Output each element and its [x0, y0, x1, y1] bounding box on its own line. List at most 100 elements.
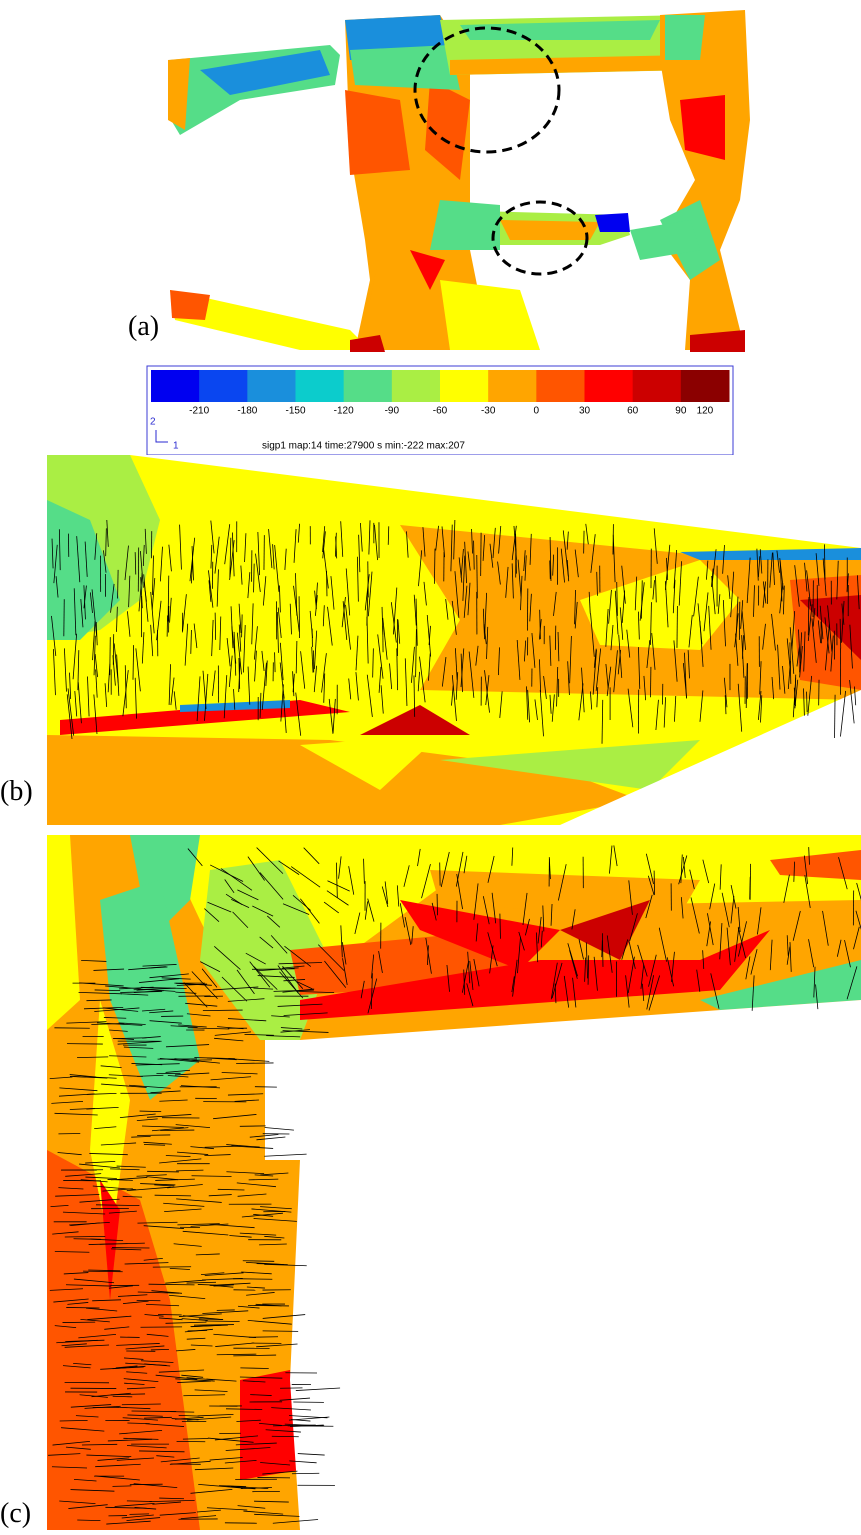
stress-stroke: [779, 583, 784, 614]
stress-stroke: [146, 1303, 180, 1307]
stress-stroke: [231, 1145, 274, 1149]
stress-stroke: [155, 1178, 195, 1181]
stress-stroke: [190, 558, 194, 584]
stress-stroke: [511, 847, 514, 866]
stress-stroke: [646, 640, 651, 669]
stress-stroke: [454, 571, 460, 618]
stress-stroke: [680, 897, 684, 919]
stress-stroke: [208, 1194, 232, 1197]
stress-stroke: [723, 677, 728, 708]
stress-stroke: [70, 1489, 115, 1492]
stress-stroke: [358, 534, 361, 573]
stress-stroke: [417, 848, 421, 867]
stress-stroke: [67, 1302, 89, 1305]
stress-stroke: [522, 892, 528, 926]
stress-stroke: [134, 552, 137, 575]
stress-stroke: [247, 666, 251, 705]
stress-stroke: [535, 932, 539, 963]
stress-stroke: [762, 581, 767, 608]
stress-stroke: [146, 1333, 169, 1337]
stress-stroke: [489, 543, 494, 568]
stress-stroke: [115, 1365, 138, 1369]
stress-stroke: [322, 605, 325, 627]
stress-stroke: [665, 544, 671, 591]
stress-stroke: [639, 582, 645, 621]
stress-stroke: [254, 1500, 289, 1503]
stress-stroke: [92, 621, 96, 661]
stress-stroke: [279, 662, 285, 699]
stress-stroke: [434, 548, 436, 584]
stress-stroke: [711, 568, 714, 587]
stress-stroke: [431, 902, 437, 921]
stress-stroke: [73, 1362, 92, 1366]
stress-stroke: [207, 901, 232, 913]
stress-stroke: [537, 916, 542, 944]
stress-stroke: [475, 923, 479, 942]
stress-stroke: [102, 1188, 133, 1192]
stress-stroke: [204, 1272, 244, 1276]
stress-stroke: [690, 897, 700, 934]
stress-stroke: [658, 927, 667, 962]
stress-stroke: [543, 675, 547, 700]
stress-stroke: [279, 971, 304, 999]
stress-stroke: [93, 635, 96, 676]
stress-stroke: [411, 926, 414, 944]
stress-stroke: [574, 549, 579, 578]
stress-stroke: [260, 1462, 291, 1466]
stress-stroke: [491, 892, 497, 924]
stress-stroke: [169, 597, 172, 623]
stress-stroke: [794, 565, 800, 607]
stress-stroke: [204, 908, 220, 923]
stress-stroke: [79, 1163, 120, 1169]
stress-stroke: [177, 1151, 209, 1155]
stress-stroke: [181, 1374, 204, 1378]
stress-stroke: [81, 960, 107, 962]
stress-stroke: [596, 687, 599, 708]
stress-stroke: [292, 671, 295, 697]
stress-stroke: [815, 553, 820, 586]
stress-stroke: [653, 528, 658, 564]
stress-stroke: [300, 651, 306, 689]
stress-stroke: [672, 579, 676, 614]
stress-stroke: [360, 523, 363, 552]
stress-stroke: [264, 1263, 307, 1267]
panel-label: (b): [0, 776, 33, 807]
stress-stroke: [453, 519, 456, 560]
stress-stroke: [190, 1146, 214, 1150]
stress-stroke: [243, 1510, 284, 1515]
stress-stroke: [118, 1294, 148, 1297]
panel-label: (c): [0, 1498, 31, 1529]
stress-stroke: [473, 540, 475, 570]
stress-stroke: [57, 1152, 82, 1156]
stress-stroke: [314, 630, 318, 670]
stress-stroke: [142, 544, 145, 567]
stress-stroke: [289, 1460, 317, 1464]
stress-stroke: [111, 1248, 142, 1251]
stress-stroke: [95, 1463, 141, 1468]
stress-stroke: [124, 545, 129, 581]
stress-stroke: [803, 688, 805, 716]
stress-stroke: [799, 632, 803, 673]
stress-stroke: [55, 576, 59, 598]
stress-stroke: [332, 698, 336, 734]
stress-stroke: [389, 663, 393, 690]
stress-stroke: [605, 608, 609, 647]
stress-stroke: [109, 1055, 147, 1058]
stress-stroke: [799, 646, 803, 678]
stress-stroke: [303, 847, 320, 865]
stress-stroke: [62, 1211, 106, 1215]
stress-stroke: [196, 676, 201, 721]
stress-stroke: [137, 1291, 180, 1294]
stress-stroke: [642, 983, 645, 1001]
stress-stroke: [59, 1420, 88, 1422]
stress-stroke: [297, 523, 300, 543]
stress-stroke: [133, 990, 164, 993]
stress-stroke: [152, 555, 154, 595]
stress-stroke: [539, 659, 542, 692]
stress-stroke: [88, 1243, 117, 1245]
stress-stroke: [110, 1393, 146, 1396]
stress-stroke: [103, 1017, 127, 1019]
colorbar-tick-label: 0: [534, 406, 540, 417]
stress-stroke: [283, 1012, 328, 1016]
stress-stroke: [776, 550, 780, 573]
